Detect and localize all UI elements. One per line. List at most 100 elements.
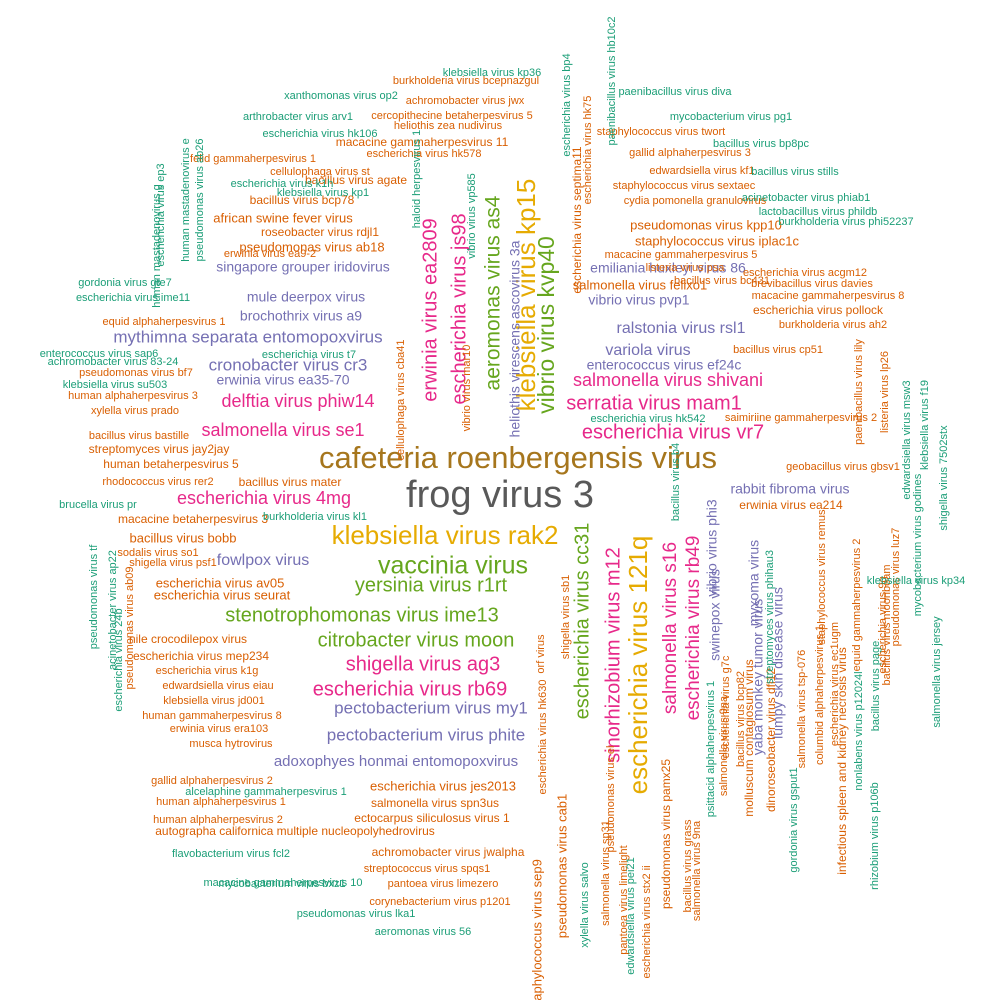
word: human mastadenovirus g bbox=[151, 184, 163, 308]
word: escherichia virus vr7 bbox=[582, 421, 764, 443]
word: pseudomonas virus ab09 bbox=[124, 567, 136, 690]
word: bacillus virus b4 bbox=[670, 443, 682, 521]
word: xanthomonas virus op2 bbox=[284, 90, 398, 102]
word: listeria virus lp26 bbox=[879, 351, 891, 433]
word: mule deerpox virus bbox=[247, 289, 365, 305]
word: pseudomonas virus el bbox=[605, 745, 617, 852]
word: equid alphaherpesvirus 1 bbox=[103, 316, 226, 328]
word: escherichia virus mep234 bbox=[133, 649, 269, 663]
word: salmonella virus shivani bbox=[573, 370, 763, 390]
word: pseudomonas virus ab18 bbox=[239, 239, 384, 254]
word: macacine betaherpesvirus 3 bbox=[118, 512, 268, 526]
word: escherichia virus septima11 bbox=[570, 146, 584, 294]
word: klebsiella virus rak2 bbox=[332, 520, 559, 550]
word: edwardsiella virus pei21 bbox=[625, 857, 637, 974]
word: macacine gammaherpesvirus 8 bbox=[752, 290, 905, 302]
word: enterococcus virus sap6 bbox=[40, 348, 159, 360]
word: escherichia virus hk542 bbox=[591, 413, 706, 425]
word: bacillus virus bcp78 bbox=[250, 193, 355, 207]
word: burkholderia virus bcepnazgul bbox=[393, 75, 539, 87]
word: achromobacter virus jwx bbox=[406, 95, 525, 107]
word: erwinia virus ea35-70 bbox=[216, 372, 349, 388]
word: salmonella virus jersey bbox=[931, 616, 943, 728]
word: saimiriine gammaherpesvirus 2 bbox=[725, 412, 877, 424]
word: orf virus bbox=[535, 634, 547, 674]
word: klebsiella virus su503 bbox=[63, 379, 168, 391]
word: delftia virus phiw14 bbox=[221, 391, 374, 411]
word: pseudomonas virus kpp10 bbox=[630, 217, 782, 232]
word: dinoroseobacter virus dfl12 bbox=[764, 668, 778, 812]
word: pseudomonas virus luz7 bbox=[890, 528, 902, 647]
word: serratia virus mam1 bbox=[566, 392, 742, 414]
word: cellulophaga virus st bbox=[270, 166, 370, 178]
word: klebsiella virus kp36 bbox=[443, 67, 541, 79]
word: brucella virus pr bbox=[59, 499, 137, 511]
word: pseudomonas virus pamx25 bbox=[659, 759, 673, 909]
word: macacine gammaherpesvirus 11 bbox=[336, 135, 509, 149]
word: bacillus virus cp51 bbox=[733, 344, 823, 356]
word: escherichia virus rb69 bbox=[313, 678, 508, 700]
word: klebsiella virus kp1 bbox=[277, 187, 369, 199]
word: emiliania huxleyi virus 86 bbox=[590, 260, 746, 276]
word: salmonella virus spn3us bbox=[371, 796, 499, 810]
word: shigella virus 7502stx bbox=[938, 425, 950, 531]
word: escherichia virus k1h bbox=[231, 178, 334, 190]
word: frog virus 3 bbox=[406, 474, 594, 516]
word: escherichia virus js98 bbox=[448, 213, 470, 404]
word: pseudomonas virus ab26 bbox=[194, 139, 206, 262]
word: escherichia virus hk630 bbox=[537, 680, 549, 795]
word: corynebacterium virus p1201 bbox=[369, 896, 510, 908]
word: human alphaherpesvirus 2 bbox=[153, 814, 283, 826]
word: salmonella virus 9na bbox=[691, 820, 703, 921]
word: cydia pomonella granulovirus bbox=[624, 195, 767, 207]
word: klebsiella virus kp34 bbox=[867, 575, 965, 587]
word: salmonella virus tsp-076 bbox=[796, 650, 808, 769]
word: roseobacter virus rdjl1 bbox=[261, 225, 379, 239]
word: shigella virus sb1 bbox=[560, 575, 572, 659]
word: escherichia virus 4mg bbox=[177, 488, 351, 508]
word: streptococcus virus spqs1 bbox=[364, 863, 491, 875]
word: pectobacterium virus phite bbox=[327, 725, 525, 744]
word: nonlabens virus p12024l bbox=[853, 671, 865, 790]
word: bacillus virus agate bbox=[305, 173, 407, 187]
word: escherichia virus ep3 bbox=[155, 163, 167, 266]
word: edwardsiella virus kf1 bbox=[649, 165, 754, 177]
word: escherichia virus cc31 bbox=[571, 523, 593, 720]
word: escherichia virus 121q bbox=[623, 536, 653, 795]
word: paenibacillus virus lily bbox=[853, 339, 865, 445]
word: xylella virus prado bbox=[91, 405, 179, 417]
word: staphylococcus virus sep9 bbox=[529, 859, 544, 1000]
word: escherichia virus av05 bbox=[156, 575, 285, 590]
word: streptomyces virus phihau3 bbox=[764, 550, 776, 684]
word: lumpy skin disease virus bbox=[770, 587, 786, 739]
word: aeromonas virus 56 bbox=[375, 926, 472, 938]
word: cellulophaga virus cba41 bbox=[395, 339, 407, 460]
word: vaccinia virus bbox=[378, 552, 528, 580]
word: vibrio virus vp585 bbox=[466, 173, 478, 259]
word: adoxophyes honmai entomopoxvirus bbox=[274, 753, 518, 770]
word: escherichia virus ime11 bbox=[76, 292, 190, 304]
word: bacillus virus bcp82 bbox=[735, 671, 747, 767]
word: staphylococcus virus twort bbox=[597, 126, 725, 138]
word: erwinia virus ea9-2 bbox=[224, 248, 316, 260]
word: yersinia virus r1rt bbox=[355, 574, 508, 596]
word: mycobacterium virus pg1 bbox=[670, 111, 792, 123]
word: heliothis zea nudivirus bbox=[394, 120, 503, 132]
word: bacillus virus page bbox=[870, 641, 882, 732]
word: rabbit fibroma virus bbox=[730, 481, 849, 497]
word: vibrio virus phi3 bbox=[704, 499, 720, 596]
word: escherichia virus 9g bbox=[877, 576, 889, 673]
word: citrobacter virus moon bbox=[318, 629, 515, 651]
word: burkholderia virus kl1 bbox=[263, 511, 367, 523]
word: african swine fever virus bbox=[213, 210, 353, 225]
word: staphylococcus virus sextaec bbox=[613, 180, 756, 192]
word: shigella virus psf1 bbox=[129, 557, 216, 569]
word: musca hytrovirus bbox=[189, 738, 273, 750]
word: gordonia virus gsput1 bbox=[788, 767, 800, 872]
word: columbid alphaherpesvirus 1 bbox=[814, 625, 826, 765]
word: edwardsiella virus msw3 bbox=[901, 380, 913, 499]
word: salmonella virus se1 bbox=[201, 420, 364, 440]
word: singapore grouper iridovirus bbox=[216, 259, 390, 275]
